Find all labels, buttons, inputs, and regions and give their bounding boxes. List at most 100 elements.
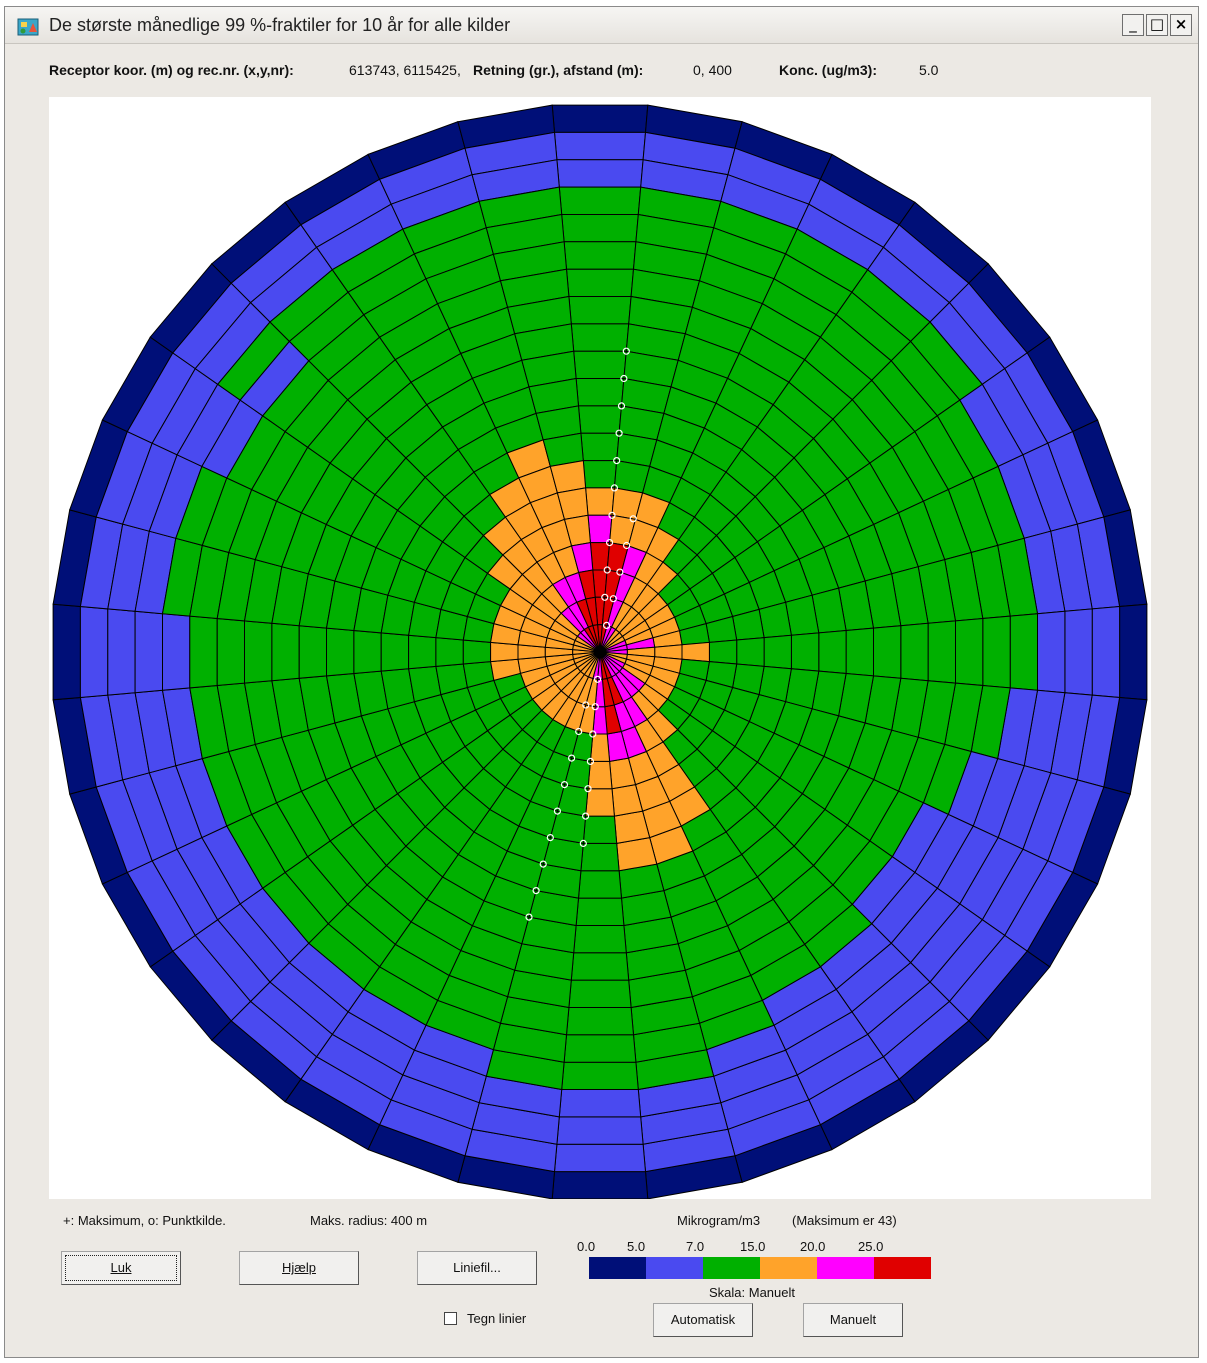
grid-cell [462, 639, 492, 665]
grid-cell [1064, 608, 1093, 696]
polar-heatmap[interactable] [49, 97, 1151, 1199]
minimize-button[interactable]: _ [1122, 14, 1144, 36]
grid-cell [561, 214, 639, 243]
grid-cell [900, 622, 929, 682]
help-button-label: Hjælp [282, 1260, 316, 1275]
grid-cell [189, 615, 218, 689]
manual-button-label: Manuelt [829, 1312, 877, 1327]
grid-cell [556, 1116, 644, 1145]
grid-cell [380, 632, 410, 672]
receptor-label: Receptor koor. (m) og rec.nr. (x,y,nr): [49, 62, 294, 78]
grid-cell [845, 627, 874, 677]
grid-cell [592, 624, 601, 653]
grid-cell [553, 1143, 647, 1173]
grid-cell [79, 605, 109, 699]
grid-cell [1091, 605, 1121, 699]
grid-cell [577, 870, 623, 899]
grid-cell [551, 104, 649, 133]
grid-cell [563, 1034, 637, 1063]
grid-cell [573, 350, 627, 379]
point-source-marker [622, 347, 630, 355]
scale-threshold-4: 20.0 [800, 1239, 826, 1254]
grid-cell [408, 665, 442, 703]
point-source-marker [579, 839, 587, 848]
grid-cell [580, 432, 620, 462]
manual-button[interactable]: Manuelt [803, 1303, 903, 1337]
point-source-marker [539, 860, 547, 868]
grid-cell [565, 268, 635, 297]
automatic-button[interactable]: Automatisk [653, 1303, 753, 1337]
point-source-marker [525, 913, 533, 921]
grid-cell [568, 296, 632, 325]
draw-lines-label[interactable]: Tegn linier [467, 1311, 527, 1326]
marker-legend: +: Maksimum, o: Punktkilde. [63, 1213, 226, 1228]
grid-cell [763, 634, 792, 670]
help-button[interactable]: Hjælp [239, 1251, 359, 1285]
maximize-button[interactable]: □ [1146, 14, 1168, 36]
grid-cell [568, 979, 632, 1008]
grid-cell [1037, 610, 1066, 694]
point-source-marker [584, 785, 592, 793]
grid-cell [580, 842, 620, 872]
grid-cell [589, 733, 611, 762]
point-source-marker [532, 886, 540, 895]
scale-swatch-5 [874, 1257, 931, 1279]
grid-cell [873, 625, 902, 679]
grid-cell [551, 1171, 649, 1199]
point-source-marker [546, 833, 554, 842]
app-window: De største månedlige 99 %-fraktiler for … [4, 6, 1199, 1358]
grid-cell [563, 241, 637, 270]
scale-threshold-0: 0.0 [577, 1239, 596, 1254]
close-button[interactable]: Luk [61, 1251, 181, 1285]
line-file-button-label: Liniefil... [453, 1260, 501, 1275]
point-source-marker [589, 730, 597, 738]
scale-threshold-1: 5.0 [627, 1239, 646, 1254]
grid-cell [585, 788, 615, 817]
grid-cell [134, 610, 163, 694]
point-source-marker [581, 812, 590, 820]
grid-cell [585, 487, 615, 516]
app-icon [17, 18, 39, 36]
grid-cell [244, 620, 273, 684]
point-source-marker [610, 484, 619, 492]
point-source-marker [575, 727, 583, 736]
line-file-button[interactable]: Liniefil... [417, 1251, 537, 1285]
grid-cell [435, 637, 464, 667]
grid-cell [818, 629, 847, 675]
point-source-marker [582, 701, 590, 709]
point-source-marker [616, 568, 624, 576]
concentration-plot[interactable] [49, 97, 1151, 1199]
point-source-marker [622, 541, 631, 550]
draw-lines-checkbox[interactable] [444, 1312, 457, 1325]
point-source-marker [553, 807, 561, 815]
grid-cell [790, 632, 820, 672]
color-scale-bar [589, 1257, 931, 1279]
grid-cell [353, 629, 382, 675]
grid-cell [736, 637, 765, 667]
grid-cell [1009, 613, 1038, 691]
scale-threshold-2: 7.0 [686, 1239, 705, 1254]
point-source-marker [560, 780, 569, 789]
grid-cell [490, 641, 519, 663]
grid-cell [575, 378, 625, 407]
grid-cell [982, 615, 1011, 689]
scale-swatch-3 [760, 1257, 817, 1279]
grid-cell [573, 925, 627, 954]
grid-cell [556, 159, 644, 188]
point-source-marker [608, 511, 616, 519]
automatic-button-label: Automatisk [670, 1312, 736, 1327]
close-window-button[interactable]: × [1170, 14, 1192, 36]
grid-cell [587, 760, 613, 790]
point-source-marker [591, 703, 599, 711]
grid-cell [107, 608, 136, 696]
grid-cell [708, 639, 738, 665]
point-source-marker [602, 621, 611, 630]
grid-cell [589, 542, 611, 571]
scale-threshold-5: 25.0 [858, 1239, 884, 1254]
direction-label: Retning (gr.), afstand (m): [473, 62, 644, 78]
title-bar: De største månedlige 99 %-fraktiler for … [5, 7, 1198, 44]
unit-label: Mikrogram/m3 [677, 1213, 761, 1228]
grid-cell [216, 617, 245, 687]
point-source-marker [613, 457, 621, 465]
grid-cell [575, 897, 625, 926]
